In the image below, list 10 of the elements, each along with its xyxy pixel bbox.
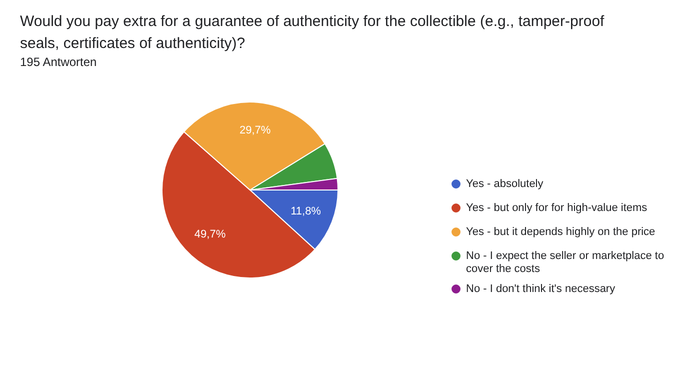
legend-label: No - I don't think it's necessary: [466, 283, 616, 295]
legend-label: Yes - absolutely: [466, 178, 544, 190]
text: 195 Antworten: [20, 55, 97, 69]
data-label: 49,7%: [194, 228, 226, 241]
legend-label: Yes - but only for for high-value items: [466, 202, 648, 214]
chart-title: Would you pay extra for a guarantee of authenticity for the collectible (e.g., tamper-proof seals, certificates of authenticity)?: [20, 13, 606, 52]
data-label: 11,8%: [290, 206, 322, 218]
legend-label: Yes - but it depends highly on the price: [466, 226, 656, 238]
legend-label: No - I expect the seller or marketplace to cover the costs: [466, 250, 664, 275]
data-label: 29,7%: [239, 124, 271, 136]
